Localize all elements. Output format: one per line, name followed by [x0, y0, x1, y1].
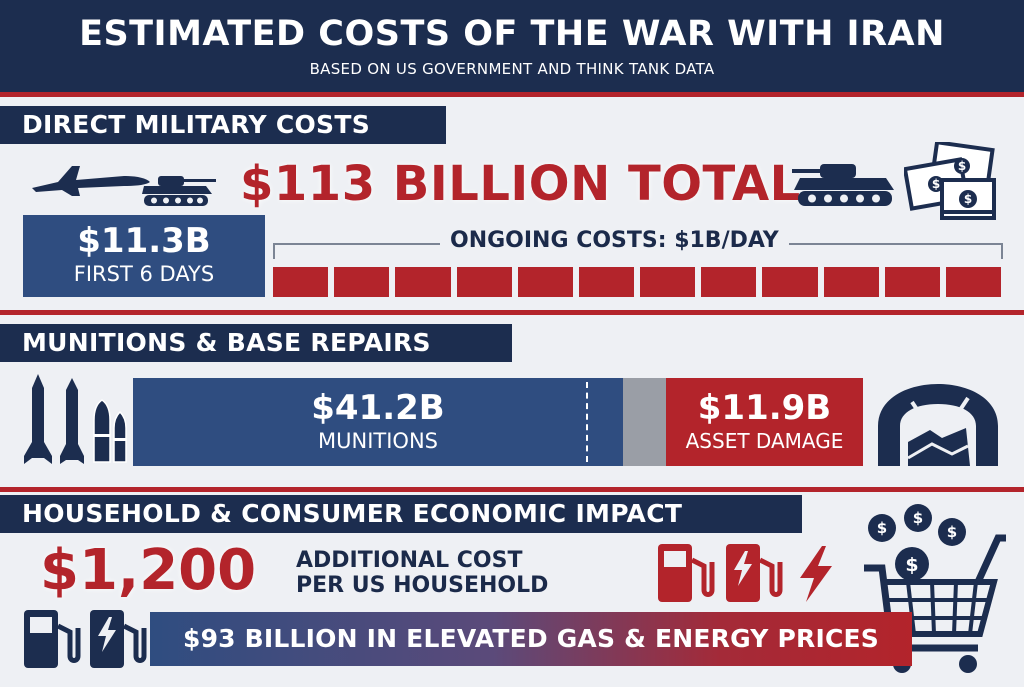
munitions-heading: MUNITIONS & BASE REPAIRS — [0, 324, 512, 362]
household-cost-label-line1: ADDITIONAL COST — [296, 548, 523, 573]
ongoing-cost-segment — [578, 267, 635, 297]
lightning-icon — [800, 546, 832, 602]
svg-text:$: $ — [947, 523, 957, 541]
fuel-pump-icon — [24, 610, 81, 668]
shopping-cart-icon: $ $ $ $ — [864, 504, 1006, 673]
munitions-divider — [586, 382, 588, 462]
ongoing-cost-segment — [456, 267, 512, 297]
household-cost-label: ADDITIONAL COST PER US HOUSEHOLD — [296, 548, 548, 598]
asset-damage-value: $11.9B — [697, 388, 832, 428]
ongoing-cost-segment — [823, 267, 879, 297]
household-cost-label-line2: PER US HOUSEHOLD — [296, 573, 549, 598]
svg-text:$: $ — [964, 192, 972, 206]
ongoing-cost-segment — [762, 267, 818, 297]
total-cost-headline: $113 BILLION TOTAL — [240, 156, 801, 212]
section-divider — [0, 487, 1024, 492]
header-banner: ESTIMATED COSTS OF THE WAR WITH IRAN BAS… — [0, 0, 1024, 92]
svg-text:$: $ — [958, 159, 966, 173]
household-cost-value: $1,200 — [40, 538, 257, 603]
munitions-value: $41.2B — [311, 388, 445, 428]
direct-military-heading: DIRECT MILITARY COSTS — [0, 106, 446, 144]
svg-text:$: $ — [877, 519, 887, 537]
ongoing-cost-segment — [395, 267, 451, 297]
missile-icon — [24, 374, 127, 464]
ongoing-cost-segment — [273, 267, 329, 297]
munitions-label: MUNITIONS — [318, 429, 438, 453]
gas-energy-banner: $93 BILLION IN ELEVATED GAS & ENERGY PRI… — [150, 612, 912, 666]
asset-damage-bar: $11.9B ASSET DAMAGE — [666, 378, 863, 466]
ongoing-cost-segment — [884, 267, 940, 297]
fuel-pump-icon — [658, 544, 715, 602]
ongoing-cost-segments — [273, 267, 1002, 297]
fighter-jet-icon — [32, 166, 150, 196]
damaged-hangar-icon — [878, 384, 998, 466]
asset-damage-label: ASSET DAMAGE — [685, 429, 844, 453]
ongoing-costs-label: ONGOING COSTS: $1B/DAY — [440, 228, 789, 253]
ongoing-cost-segment — [945, 267, 1002, 297]
svg-text:$: $ — [932, 177, 940, 191]
fuel-pump-icon — [90, 610, 147, 668]
tank-icon — [792, 164, 894, 206]
first-six-days-value: $11.3B — [77, 221, 211, 261]
munitions-bar: $41.2B MUNITIONS — [133, 378, 623, 466]
page-title: ESTIMATED COSTS OF THE WAR WITH IRAN — [79, 14, 945, 54]
ongoing-cost-segment — [701, 267, 757, 297]
ongoing-cost-segment — [334, 267, 390, 297]
household-heading: HOUSEHOLD & CONSUMER ECONOMIC IMPACT — [0, 495, 802, 533]
ongoing-cost-segment — [640, 267, 696, 297]
first-six-days-label: FIRST 6 DAYS — [73, 262, 215, 286]
ongoing-cost-segment — [517, 267, 573, 297]
page-subtitle: BASED ON US GOVERNMENT AND THINK TANK DA… — [309, 60, 715, 78]
tank-icon — [142, 176, 216, 206]
first-six-days-box: $11.3B FIRST 6 DAYS — [23, 215, 265, 297]
svg-text:$: $ — [905, 554, 918, 576]
gray-segment — [623, 378, 666, 466]
header-divider — [0, 92, 1024, 97]
svg-text:$: $ — [913, 509, 923, 527]
fuel-pump-icon — [726, 544, 783, 602]
section-divider — [0, 310, 1024, 315]
money-stack-icon: $ $ $ — [904, 142, 996, 220]
